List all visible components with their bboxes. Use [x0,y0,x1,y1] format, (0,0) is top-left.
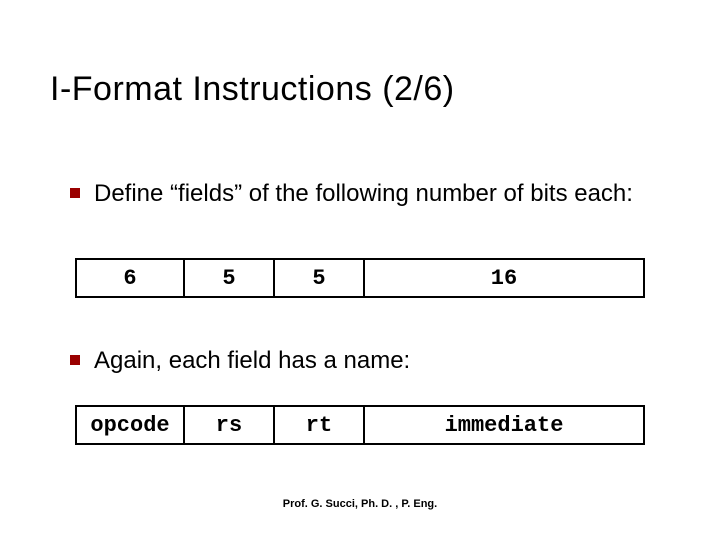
footer-text: Prof. G. Succi, Ph. D. , P. Eng. [0,498,720,510]
bits-table: 6 5 5 16 [75,258,645,298]
bits-cell-1: 5 [185,260,275,296]
bullet-1: Define “fields” of the following number … [70,178,650,209]
slide-title: I-Format Instructions (2/6) [50,70,455,109]
bullet-marker-icon [70,355,80,365]
names-cell-1: rs [185,407,275,443]
bullet-1-text: Define “fields” of the following number … [94,178,633,209]
bits-cell-3: 16 [365,260,643,296]
bullet-marker-icon [70,188,80,198]
bits-cell-0: 6 [77,260,185,296]
names-table: opcode rs rt immediate [75,405,645,445]
names-cell-2: rt [275,407,365,443]
bullet-2-text: Again, each field has a name: [94,345,410,376]
names-cell-0: opcode [77,407,185,443]
names-cell-3: immediate [365,407,643,443]
slide: I-Format Instructions (2/6) Define “fiel… [0,0,720,540]
bullet-2: Again, each field has a name: [70,345,650,376]
bits-cell-2: 5 [275,260,365,296]
